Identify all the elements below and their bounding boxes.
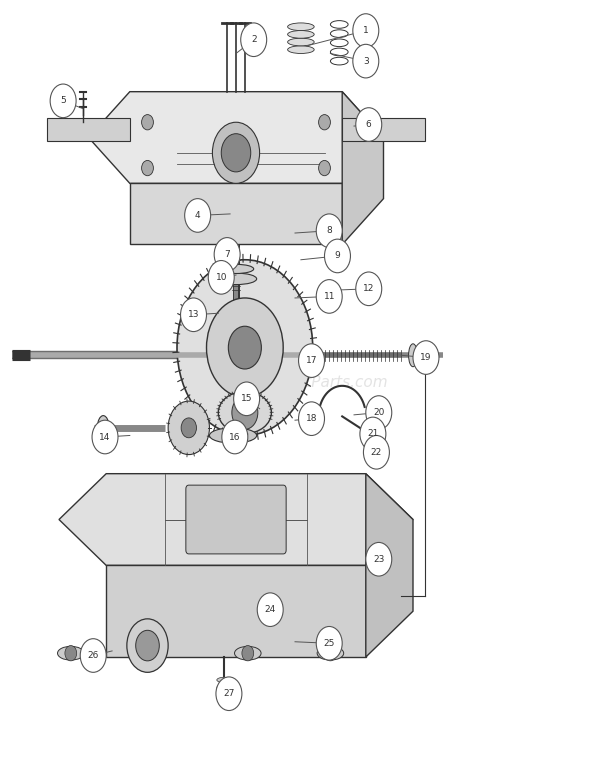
Ellipse shape xyxy=(288,31,314,38)
Text: 24: 24 xyxy=(264,605,276,614)
Circle shape xyxy=(206,298,283,397)
Text: 2: 2 xyxy=(251,35,257,44)
Polygon shape xyxy=(342,118,425,141)
Text: eReplacementParts.com: eReplacementParts.com xyxy=(202,374,388,390)
Text: 21: 21 xyxy=(367,429,379,439)
Text: 6: 6 xyxy=(366,120,372,129)
Text: 12: 12 xyxy=(363,284,375,293)
Circle shape xyxy=(353,14,379,47)
Circle shape xyxy=(136,630,159,661)
Circle shape xyxy=(324,646,336,661)
Ellipse shape xyxy=(215,274,257,285)
Circle shape xyxy=(214,238,240,271)
Circle shape xyxy=(241,23,267,57)
Ellipse shape xyxy=(234,646,261,660)
Text: 23: 23 xyxy=(373,555,385,564)
Circle shape xyxy=(212,122,260,183)
Text: 26: 26 xyxy=(87,651,99,660)
Circle shape xyxy=(319,115,330,130)
Text: 17: 17 xyxy=(306,356,317,365)
Text: 8: 8 xyxy=(326,226,332,235)
Text: 4: 4 xyxy=(195,211,201,220)
Polygon shape xyxy=(88,92,384,183)
Ellipse shape xyxy=(288,46,314,53)
Circle shape xyxy=(299,344,325,377)
Polygon shape xyxy=(130,183,342,244)
Circle shape xyxy=(356,272,382,306)
Polygon shape xyxy=(106,565,366,657)
Ellipse shape xyxy=(217,677,231,683)
Ellipse shape xyxy=(97,416,109,440)
Circle shape xyxy=(363,435,389,469)
Circle shape xyxy=(356,108,382,141)
Ellipse shape xyxy=(408,344,418,367)
Circle shape xyxy=(366,542,392,576)
Text: 20: 20 xyxy=(373,408,385,417)
Circle shape xyxy=(366,396,392,429)
Circle shape xyxy=(228,326,261,369)
Ellipse shape xyxy=(288,38,314,46)
Circle shape xyxy=(234,382,260,416)
Text: 18: 18 xyxy=(306,414,317,423)
Circle shape xyxy=(168,401,209,455)
Ellipse shape xyxy=(57,646,84,660)
Circle shape xyxy=(299,402,325,435)
Circle shape xyxy=(319,160,330,176)
Text: 13: 13 xyxy=(188,310,199,319)
Circle shape xyxy=(316,280,342,313)
Text: 3: 3 xyxy=(363,57,369,66)
Circle shape xyxy=(360,417,386,451)
Text: 25: 25 xyxy=(323,639,335,648)
Circle shape xyxy=(181,298,206,332)
Ellipse shape xyxy=(317,646,343,660)
Circle shape xyxy=(65,646,77,661)
Text: 5: 5 xyxy=(60,96,66,105)
Circle shape xyxy=(127,619,168,672)
Circle shape xyxy=(177,260,313,435)
Text: 7: 7 xyxy=(224,250,230,259)
Ellipse shape xyxy=(288,23,314,31)
Circle shape xyxy=(185,199,211,232)
Circle shape xyxy=(222,420,248,454)
Ellipse shape xyxy=(217,692,231,698)
Circle shape xyxy=(181,418,196,438)
Text: 10: 10 xyxy=(215,273,227,282)
Circle shape xyxy=(257,593,283,626)
Circle shape xyxy=(50,84,76,118)
Circle shape xyxy=(221,134,251,172)
Ellipse shape xyxy=(209,428,257,443)
Circle shape xyxy=(353,44,379,78)
Circle shape xyxy=(316,214,342,248)
Ellipse shape xyxy=(421,344,428,367)
Ellipse shape xyxy=(218,264,254,274)
Text: 22: 22 xyxy=(371,448,382,457)
Circle shape xyxy=(142,115,153,130)
Text: 11: 11 xyxy=(323,292,335,301)
Circle shape xyxy=(413,341,439,374)
FancyBboxPatch shape xyxy=(186,485,286,554)
Ellipse shape xyxy=(218,392,271,434)
Polygon shape xyxy=(366,474,413,657)
Polygon shape xyxy=(47,118,130,141)
Polygon shape xyxy=(342,92,384,244)
Circle shape xyxy=(232,396,258,429)
Circle shape xyxy=(80,639,106,672)
Text: 27: 27 xyxy=(223,689,235,698)
Text: 16: 16 xyxy=(229,432,241,442)
Text: 1: 1 xyxy=(363,26,369,35)
Circle shape xyxy=(316,626,342,660)
Text: 14: 14 xyxy=(99,432,111,442)
Circle shape xyxy=(92,420,118,454)
Ellipse shape xyxy=(217,685,231,691)
Ellipse shape xyxy=(225,431,241,440)
Circle shape xyxy=(324,239,350,273)
Polygon shape xyxy=(59,474,413,565)
Circle shape xyxy=(242,646,254,661)
Circle shape xyxy=(216,677,242,711)
Circle shape xyxy=(208,261,234,294)
Text: 9: 9 xyxy=(335,251,340,261)
Text: 15: 15 xyxy=(241,394,253,403)
Text: 19: 19 xyxy=(420,353,432,362)
Circle shape xyxy=(142,160,153,176)
